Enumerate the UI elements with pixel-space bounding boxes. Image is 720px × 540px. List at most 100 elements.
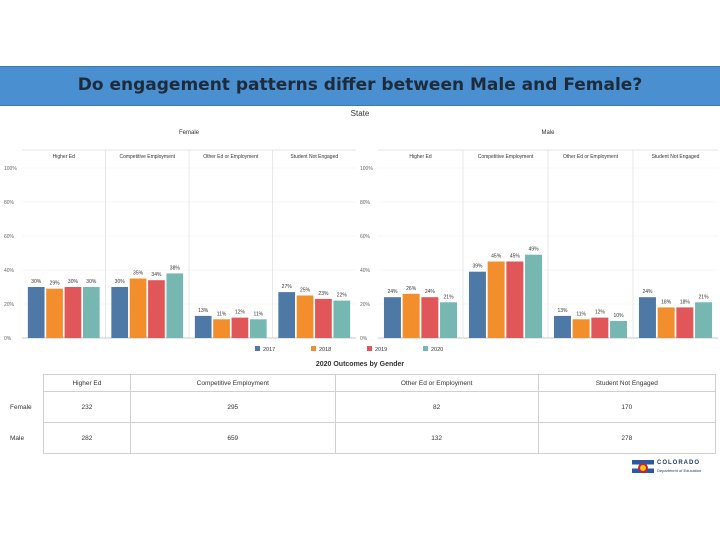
- category-label: Student Not Engaged: [652, 154, 700, 160]
- bar-value-label: 23%: [318, 291, 329, 297]
- bar-value-label: 22%: [337, 293, 348, 299]
- engagement-bar-chart: State Female 0% 20% 40% 60% 80% 100% Higher Ed 30…: [4, 109, 718, 353]
- bar: [676, 307, 694, 338]
- bar-value-label: 21%: [444, 294, 455, 300]
- y-tick-label: 80%: [360, 200, 371, 206]
- legend-label: 2018: [319, 347, 331, 353]
- bar: [278, 292, 296, 338]
- logo-line2: Department of Education: [657, 468, 702, 473]
- category-label: Higher Ed: [409, 154, 431, 160]
- bar: [468, 271, 486, 338]
- column-header: Higher Ed: [43, 374, 131, 392]
- category-label: Other Ed or Employment: [203, 154, 259, 160]
- title-banner: Do engagement patterns differ between Ma…: [0, 66, 720, 106]
- y-tick-label: 100%: [4, 166, 17, 172]
- bar: [553, 315, 571, 338]
- bar: [315, 298, 332, 338]
- bar-value-label: 30%: [115, 279, 126, 285]
- bar-value-label: 29%: [50, 281, 61, 287]
- bar: [296, 295, 314, 338]
- legend-swatch: [255, 346, 260, 351]
- bar-value-label: 11%: [576, 311, 586, 317]
- bar-value-label: 24%: [425, 289, 436, 295]
- bar-value-label: 26%: [406, 286, 417, 292]
- y-tick-label: 40%: [4, 268, 15, 274]
- bar-value-label: 45%: [510, 254, 521, 260]
- table-row-male: Male 282 659 132 278: [4, 422, 717, 454]
- bar-value-label: 12%: [595, 310, 606, 316]
- bar: [64, 287, 82, 338]
- y-tick-label: 60%: [360, 234, 371, 240]
- column-header: Other Ed or Employment: [334, 374, 539, 392]
- table-title: 2020 Outcomes by Gender: [315, 361, 405, 368]
- bar-value-label: 21%: [699, 294, 710, 300]
- bar-value-label: 35%: [133, 271, 144, 277]
- bar-value-label: 13%: [198, 308, 209, 314]
- bar: [111, 287, 129, 338]
- bar-value-label: 45%: [491, 254, 502, 260]
- panel-title: Female: [179, 130, 200, 136]
- bar: [506, 261, 524, 338]
- bar: [213, 319, 230, 338]
- y-tick-label: 40%: [360, 268, 371, 274]
- legend-label: 2020: [431, 347, 443, 353]
- bar-value-label: 24%: [642, 289, 653, 295]
- bar-value-label: 11%: [217, 311, 227, 317]
- bar-value-label: 25%: [300, 288, 311, 294]
- table-corner: [4, 375, 44, 392]
- bar-value-label: 24%: [387, 289, 398, 295]
- bar: [194, 315, 212, 338]
- bar-value-label: 10%: [614, 313, 625, 319]
- bar: [610, 321, 628, 338]
- bar: [421, 297, 439, 338]
- bar: [46, 288, 63, 338]
- panel-title: Male: [541, 130, 555, 136]
- bar: [27, 287, 45, 338]
- table-header-row: Higher Ed Competitive Employment Other E…: [4, 374, 717, 392]
- bar: [249, 319, 267, 338]
- legend-label: 2017: [263, 347, 275, 353]
- table-row-female: Female 232 295 82 170: [4, 391, 717, 423]
- bar: [402, 293, 420, 338]
- legend-swatch: [367, 346, 372, 351]
- cde-logo: COLORADO Department of Education: [632, 460, 712, 474]
- category-label: Higher Ed: [53, 154, 75, 160]
- y-tick-label: 80%: [4, 200, 15, 206]
- legend-label: 2019: [375, 347, 387, 353]
- table-cell: 82: [334, 391, 539, 423]
- table-cell: 659: [129, 422, 336, 454]
- category-label: Competitive Employment: [478, 154, 534, 160]
- bar: [231, 317, 249, 338]
- bar-value-label: 30%: [31, 279, 42, 285]
- bar-value-label: 27%: [282, 284, 293, 290]
- bar-value-label: 49%: [529, 247, 540, 253]
- bar: [440, 302, 458, 338]
- bar-value-label: 30%: [86, 279, 97, 285]
- y-tick-label: 20%: [4, 302, 15, 308]
- row-label: Female: [4, 391, 44, 423]
- bar: [695, 302, 713, 338]
- bar-value-label: 11%: [253, 311, 263, 317]
- bar-value-label: 30%: [68, 279, 79, 285]
- bar: [572, 319, 590, 338]
- bar-value-label: 39%: [472, 264, 483, 270]
- bar: [166, 273, 184, 338]
- row-label: Male: [4, 422, 44, 454]
- bar: [82, 287, 100, 338]
- category-label: Other Ed or Employment: [563, 154, 619, 160]
- y-tick-label: 100%: [360, 166, 373, 172]
- table-cell: 282: [43, 422, 131, 454]
- table-cell: 232: [43, 391, 131, 423]
- bar: [591, 317, 609, 338]
- bar: [525, 254, 543, 338]
- bar-value-label: 12%: [235, 310, 246, 316]
- bar-value-label: 18%: [661, 299, 672, 305]
- legend-swatch: [311, 346, 316, 351]
- y-tick-label: 60%: [4, 234, 15, 240]
- column-header: Student Not Engaged: [537, 374, 717, 392]
- bar-value-label: 18%: [680, 299, 691, 305]
- table-cell: 170: [537, 391, 717, 423]
- bar: [148, 280, 165, 338]
- page-title: Do engagement patterns differ between Ma…: [77, 75, 643, 95]
- legend-swatch: [423, 346, 428, 351]
